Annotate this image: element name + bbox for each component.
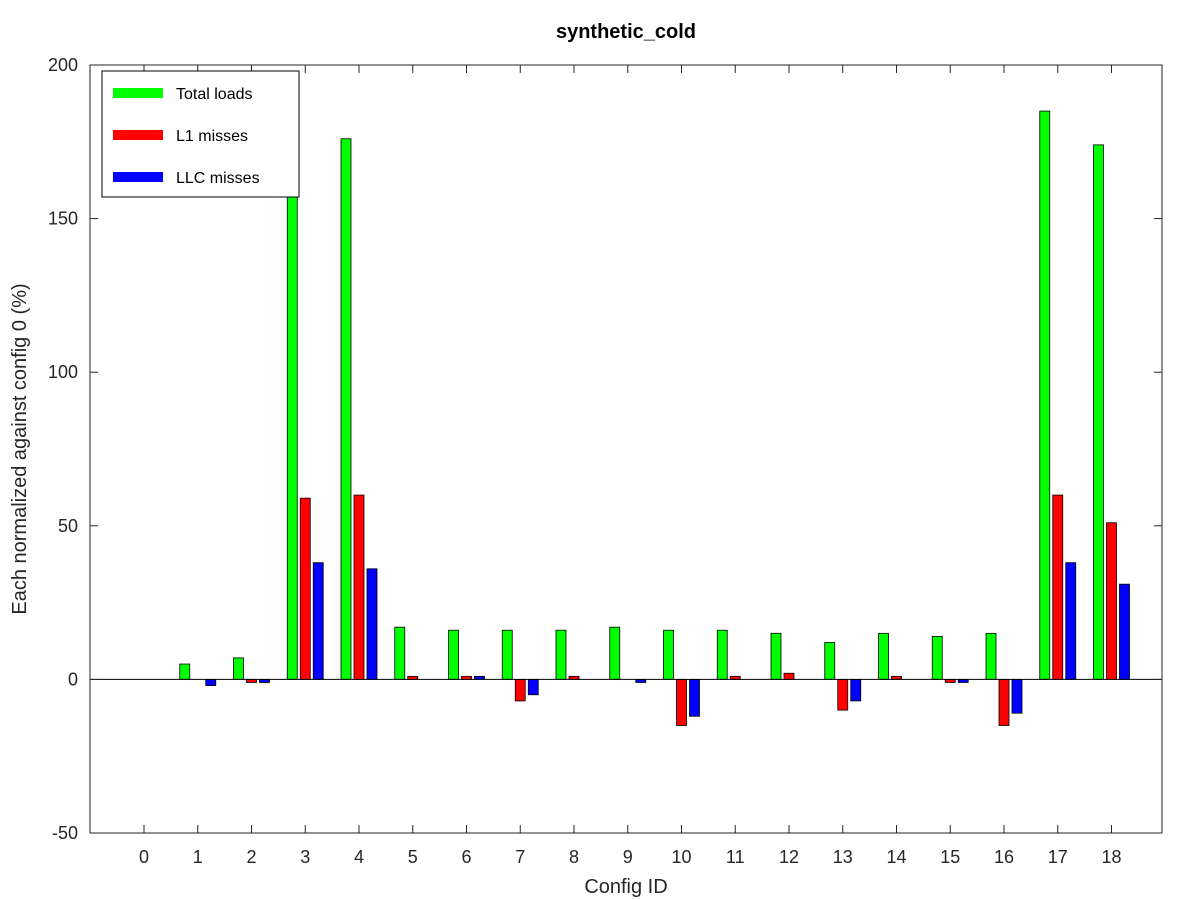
x-tick-label: 7 <box>515 847 525 867</box>
x-tick-label: 14 <box>886 847 906 867</box>
legend-entry: Total loads <box>176 86 253 103</box>
bar-total-loads-12 <box>770 632 782 680</box>
x-tick-label: 5 <box>408 847 418 867</box>
bar-total-loads-18 <box>1093 144 1104 680</box>
y-axis-label: Each normalized against config 0 (%) <box>9 283 31 614</box>
x-axis-label: Config ID <box>584 876 667 898</box>
x-tick-label: 15 <box>940 847 960 867</box>
bar-llc-misses-16 <box>1011 679 1023 714</box>
y-tick-label: 100 <box>48 362 78 382</box>
bar-l1-misses-10 <box>676 679 687 726</box>
y-tick-label: 0 <box>68 669 78 689</box>
x-tick-label: 0 <box>139 847 149 867</box>
y-tick-label: -50 <box>52 823 78 843</box>
legend-swatch <box>113 130 163 140</box>
x-axis: 0 1 2 3 4 5 6 7 8 9 10 11 12 13 14 15 16 17 18 <box>139 65 1122 867</box>
legend-entry: L1 misses <box>176 128 248 145</box>
bar-llc-misses-4 <box>366 568 378 680</box>
x-tick-label: 10 <box>671 847 691 867</box>
bar-l1-misses-17 <box>1052 494 1064 680</box>
x-tick-label: 3 <box>300 847 310 867</box>
plot-frame <box>89 64 1163 834</box>
x-tick-label: 18 <box>1101 847 1121 867</box>
x-tick-label: 17 <box>1048 847 1068 867</box>
bar-total-loads-14 <box>878 632 889 680</box>
y-tick-label: 150 <box>48 209 78 229</box>
bar-l1-misses-4 <box>353 494 365 680</box>
bar-total-loads-1 <box>179 663 191 680</box>
x-tick-label: 4 <box>354 847 364 867</box>
x-tick-label: 12 <box>779 847 799 867</box>
bar-llc-misses-3 <box>312 562 324 680</box>
bar-llc-misses-7 <box>527 679 539 696</box>
x-tick-label: 1 <box>193 847 203 867</box>
bar-total-loads-3 <box>286 172 298 680</box>
bar-total-loads-8 <box>555 629 567 680</box>
y-tick-label: 200 <box>48 55 78 75</box>
legend: Total loads L1 misses LLC misses <box>101 70 300 198</box>
x-tick-label: 11 <box>726 847 745 867</box>
bar-llc-misses-10 <box>689 679 700 717</box>
bar-total-loads-7 <box>501 629 513 680</box>
bar-total-loads-11 <box>716 629 728 680</box>
y-tick-label: 50 <box>58 516 78 536</box>
bar-l1-misses-16 <box>998 679 1010 726</box>
x-tick-label: 6 <box>461 847 471 867</box>
bar-total-loads-10 <box>663 629 674 680</box>
bar-total-loads-2 <box>233 657 244 680</box>
bar-l1-misses-18 <box>1106 522 1117 680</box>
x-tick-label: 16 <box>994 847 1014 867</box>
x-tick-label: 13 <box>833 847 853 867</box>
bar-total-loads-17 <box>1039 110 1051 680</box>
bar-total-loads-9 <box>609 626 621 680</box>
y-axis: -50 0 50 100 150 200 <box>48 55 1162 843</box>
legend-swatch <box>113 172 163 182</box>
bar-total-loads-6 <box>448 629 459 680</box>
legend-entry: LLC misses <box>176 170 260 187</box>
x-tick-label: 8 <box>569 847 579 867</box>
bar-l1-misses-7 <box>514 679 526 702</box>
bar-total-loads-15 <box>931 635 943 680</box>
bar-total-loads-13 <box>824 642 836 680</box>
bar-l1-misses-12 <box>783 672 795 680</box>
x-tick-label: 2 <box>246 847 256 867</box>
chart-title: synthetic_cold <box>556 21 696 43</box>
bar-llc-misses-1 <box>205 679 217 686</box>
bar-llc-misses-18 <box>1119 583 1130 680</box>
bar-llc-misses-17 <box>1065 562 1077 680</box>
bar-l1-misses-3 <box>299 497 311 680</box>
bar-total-loads-16 <box>985 632 997 680</box>
bar-total-loads-4 <box>340 138 352 680</box>
x-tick-label: 9 <box>623 847 633 867</box>
bar-total-loads-5 <box>394 626 406 680</box>
bar-llc-misses-13 <box>850 679 862 702</box>
bar-l1-misses-13 <box>837 679 849 711</box>
legend-swatch <box>113 88 163 98</box>
